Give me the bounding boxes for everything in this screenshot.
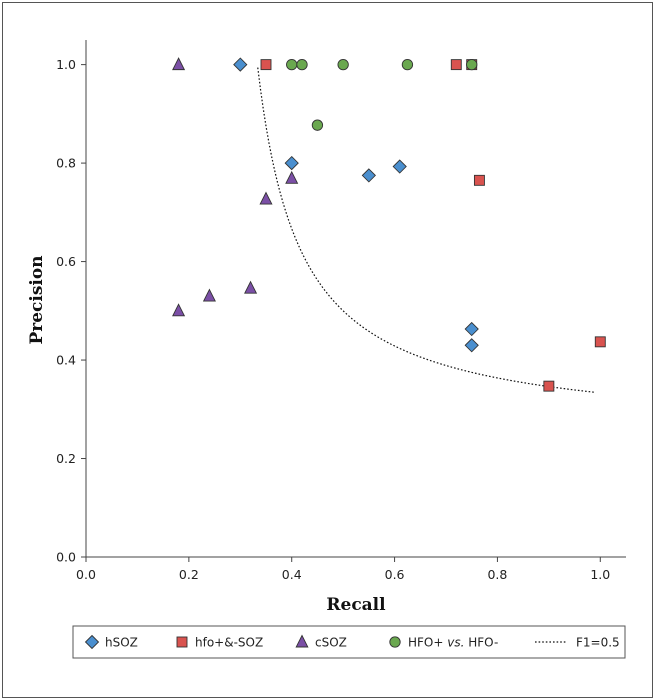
data-point-circle <box>337 58 349 71</box>
x-tick-label: 0.8 <box>487 567 507 582</box>
f1-curve-layer <box>257 67 596 393</box>
legend-label: cSOZ <box>315 636 347 650</box>
data-point-square <box>260 59 272 71</box>
data-point-square <box>473 174 485 186</box>
f1-curve <box>257 67 596 393</box>
y-tick-label: 1.0 <box>56 57 76 72</box>
y-tick-label: 0.8 <box>56 156 76 171</box>
legend-label: hSOZ <box>105 636 138 650</box>
legend-marker-diamond <box>84 634 100 650</box>
data-point-diamond <box>233 57 248 72</box>
legend-marker-circle <box>389 636 401 648</box>
data-point-circle <box>296 58 308 71</box>
legend-marker-triangle <box>295 634 309 648</box>
legend-marker-square <box>176 636 188 648</box>
y-tick-label: 0.4 <box>56 353 76 368</box>
data-point-triangle <box>259 191 273 205</box>
data-point-circle <box>466 58 478 71</box>
data-point-square <box>594 336 606 348</box>
data-point-square <box>450 59 462 71</box>
x-tick-label: 0.6 <box>385 567 405 582</box>
y-tick-label: 0.0 <box>56 550 76 565</box>
data-point-triangle <box>285 170 299 184</box>
data-point-circle <box>401 58 414 71</box>
legend-box <box>72 625 626 659</box>
legend-label: F1=0.5 <box>576 636 620 650</box>
x-axis-title: Recall <box>326 595 386 615</box>
x-tick-label: 0.2 <box>179 567 199 582</box>
points-layer <box>172 57 606 392</box>
y-axis-title: Precision <box>27 255 47 344</box>
legend: hSOZ hfo+&-SOZ cSOZ HFO+ vs. HFO- F1=0.5 <box>72 625 626 659</box>
data-point-diamond <box>464 338 479 353</box>
data-point-diamond <box>284 155 299 171</box>
y-tick-label: 0.2 <box>56 451 76 466</box>
data-point-diamond <box>464 321 479 337</box>
legend-label: hfo+&-SOZ <box>195 636 263 650</box>
data-point-square <box>543 380 555 392</box>
data-point-triangle <box>244 280 258 294</box>
data-point-triangle <box>172 303 186 317</box>
axes: 0.0 0.2 0.4 0.6 0.8 1.0 0.0 0.2 0.4 0.6 0.8 1.0 <box>56 40 626 582</box>
legend-label-part: HFO+ <box>408 636 447 650</box>
data-point-diamond <box>392 159 407 174</box>
legend-label-part: HFO- <box>464 636 498 650</box>
data-point-triangle <box>202 288 216 302</box>
x-tick-label: 1.0 <box>590 567 610 582</box>
data-point-circle <box>286 58 298 71</box>
y-tick-label: 0.6 <box>56 254 76 269</box>
x-tick-label: 0.4 <box>282 567 302 582</box>
legend-label-part: vs. <box>447 636 464 650</box>
data-point-circle <box>311 119 324 131</box>
data-point-triangle <box>172 57 186 71</box>
x-tick-label: 0.0 <box>76 567 96 582</box>
legend-label: HFO+ vs. HFO- <box>408 636 498 650</box>
data-point-diamond <box>361 168 376 183</box>
